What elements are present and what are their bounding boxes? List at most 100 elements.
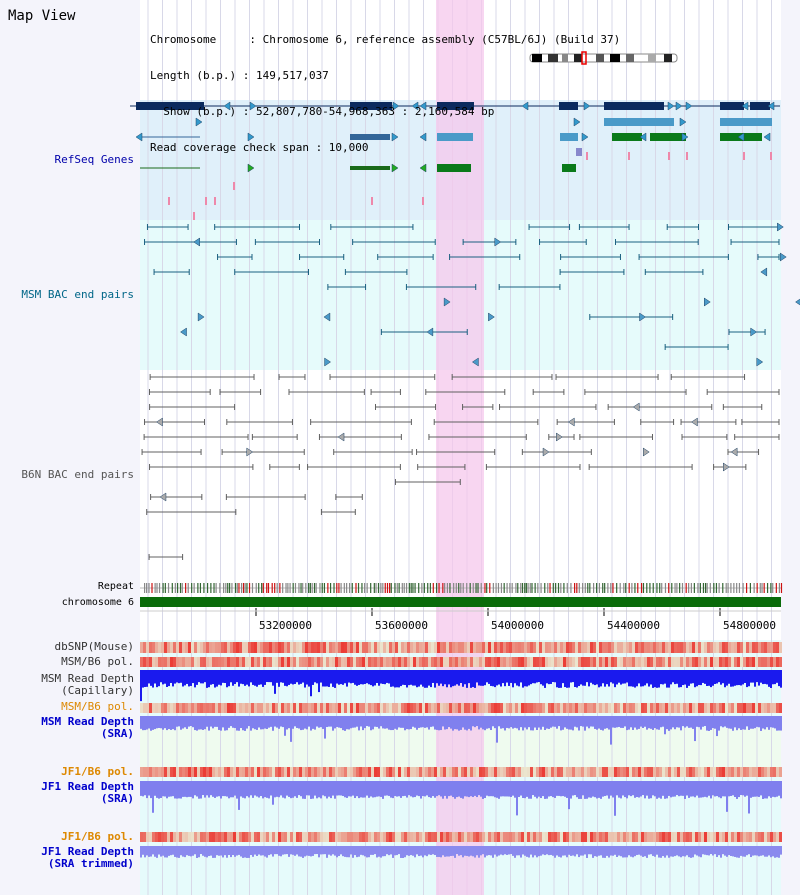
depth-bar [568, 716, 570, 730]
heat-cell [533, 703, 536, 713]
track-label-refseq[interactable]: RefSeq Genes [54, 153, 134, 166]
track-label-jf1-b6-pol[interactable]: JF1/B6 pol. [61, 765, 134, 778]
heat-cell [692, 832, 695, 842]
depth-bar [200, 846, 202, 855]
depth-bar [522, 781, 524, 798]
depth-bar [540, 670, 542, 685]
depth-bar [274, 846, 276, 855]
depth-bar [186, 670, 188, 684]
depth-bar [754, 846, 756, 856]
heat-cell [176, 767, 179, 777]
strand-arrow [392, 101, 400, 111]
heat-cell [452, 767, 455, 777]
repeat-mark [308, 583, 310, 593]
strand-arrow [556, 432, 563, 442]
heat-cell [284, 832, 287, 842]
depth-bar [590, 716, 592, 727]
track-label-jf1-depth-trim[interactable]: JF1 Read Depth (SRA trimmed) [41, 845, 134, 870]
repeat-mark [294, 583, 297, 593]
repeat-mark [261, 583, 263, 593]
heat-cell [416, 703, 419, 713]
track-label-repeat[interactable]: Repeat [97, 581, 134, 592]
heat-cell [278, 767, 281, 777]
heat-cell [710, 767, 713, 777]
page-title: Map View [8, 8, 76, 24]
heat-cell [767, 767, 770, 777]
heat-cell [734, 657, 737, 667]
depth-bar [672, 716, 674, 728]
heat-cell [587, 657, 590, 667]
heat-cell [377, 832, 380, 842]
heat-cell [563, 832, 566, 842]
track-label-b6n-bac[interactable]: B6N BAC end pairs [21, 468, 134, 481]
track-label-dbsnp[interactable]: dbSNP(Mouse) [54, 640, 134, 653]
depth-bar [632, 781, 634, 796]
heat-cell [773, 657, 776, 667]
depth-bar [208, 846, 210, 857]
repeat-mark [176, 583, 179, 593]
strand-arrow [750, 327, 758, 337]
track-label-msm-b6-pol-2[interactable]: MSM/B6 pol. [61, 700, 134, 713]
heat-cell [572, 832, 575, 842]
heat-cell [140, 642, 143, 653]
track-label-msm-depth-sra[interactable]: MSM Read Depth (SRA) [41, 715, 134, 740]
depth-bar [308, 716, 310, 727]
track-label-jf1-depth-sra[interactable]: JF1 Read Depth (SRA) [41, 780, 134, 805]
heat-cell [506, 642, 509, 653]
repeat-mark [531, 583, 533, 593]
depth-bar [644, 670, 646, 686]
heat-cell [719, 832, 722, 842]
depth-bar [662, 670, 664, 685]
depth-bar [582, 781, 584, 796]
track-label-jf1-b6-pol-2[interactable]: JF1/B6 pol. [61, 830, 134, 843]
ruler-tick-label-1: 53200000 [259, 619, 312, 632]
depth-bar [184, 846, 186, 858]
heat-cell [188, 767, 191, 777]
heat-cell [482, 767, 485, 777]
depth-bar [408, 670, 410, 686]
depth-bar [318, 716, 320, 728]
heat-cell [335, 642, 338, 653]
depth-bar [746, 846, 748, 856]
heat-cell [659, 642, 662, 653]
heat-cell [725, 657, 728, 667]
track-label-msm-bac[interactable]: MSM BAC end pairs [21, 288, 134, 301]
repeat-mark [584, 583, 586, 593]
depth-bar [574, 716, 576, 727]
depth-bar [262, 716, 264, 730]
heat-cell [338, 657, 341, 667]
depth-bar [780, 716, 782, 731]
depth-bar [614, 716, 616, 728]
depth-bar [528, 781, 530, 799]
track-label-msm-b6-pol[interactable]: MSM/B6 pol. [61, 655, 134, 668]
heat-cell [158, 767, 161, 777]
repeat-mark [300, 583, 302, 593]
depth-bar [212, 716, 214, 729]
heat-cell [521, 703, 524, 713]
depth-bar [760, 670, 762, 683]
heat-cell [284, 642, 287, 653]
heat-cell [653, 703, 656, 713]
repeat-mark [690, 583, 692, 593]
depth-bar [294, 846, 296, 856]
heat-cell [749, 703, 752, 713]
heat-cell [509, 657, 512, 667]
heat-cell [530, 832, 533, 842]
heat-cell [779, 703, 782, 713]
heat-cell [680, 703, 683, 713]
depth-bar [494, 716, 496, 729]
ruler-tick-label-5: 54800000 [723, 619, 776, 632]
depth-bar [318, 670, 320, 693]
heat-cell [374, 767, 377, 777]
repeat-mark [637, 583, 639, 593]
track-label-msm-depth-capillary[interactable]: MSM Read Depth (Capillary) [41, 672, 134, 697]
strand-arrow [249, 101, 257, 111]
heat-cell [644, 767, 647, 777]
heat-cell [776, 642, 779, 653]
depth-bar [362, 846, 364, 856]
heat-cell [245, 657, 248, 667]
depth-bar [656, 846, 658, 855]
heat-cell [347, 703, 350, 713]
heat-cell [428, 642, 431, 653]
